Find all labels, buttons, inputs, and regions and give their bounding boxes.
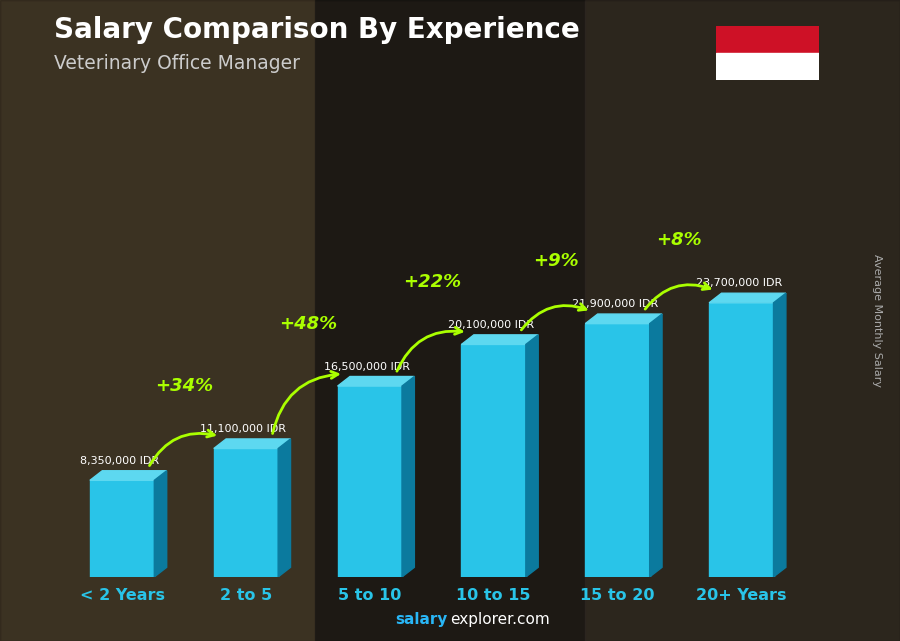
Polygon shape (90, 470, 166, 480)
Bar (462, 344, 526, 577)
Polygon shape (462, 335, 538, 344)
Bar (214, 449, 278, 577)
Text: +9%: +9% (533, 252, 579, 271)
Text: 21,900,000 IDR: 21,900,000 IDR (572, 299, 658, 309)
Bar (585, 324, 650, 577)
Text: Salary Comparison By Experience: Salary Comparison By Experience (54, 16, 580, 44)
Polygon shape (278, 439, 291, 577)
Text: Veterinary Office Manager: Veterinary Office Manager (54, 54, 300, 74)
Polygon shape (526, 335, 538, 577)
Bar (716, 53, 819, 80)
Text: 23,700,000 IDR: 23,700,000 IDR (696, 278, 782, 288)
Polygon shape (773, 293, 786, 577)
Text: Average Monthly Salary: Average Monthly Salary (872, 254, 883, 387)
Polygon shape (650, 314, 662, 577)
Text: +8%: +8% (657, 231, 702, 249)
Bar (585, 0, 900, 641)
Bar (0, 0, 315, 641)
Text: 20,100,000 IDR: 20,100,000 IDR (448, 320, 535, 330)
Bar (315, 0, 585, 641)
Text: salary: salary (395, 612, 447, 627)
Polygon shape (709, 293, 786, 303)
Bar (709, 303, 773, 577)
Polygon shape (214, 439, 291, 449)
Text: +48%: +48% (279, 315, 337, 333)
Text: +34%: +34% (155, 377, 213, 395)
Bar (90, 480, 154, 577)
Bar (716, 26, 819, 53)
Polygon shape (585, 314, 662, 324)
Polygon shape (154, 470, 166, 577)
Text: +22%: +22% (402, 273, 461, 291)
Text: 8,350,000 IDR: 8,350,000 IDR (80, 456, 159, 466)
Polygon shape (338, 376, 414, 386)
Bar (338, 386, 402, 577)
Text: 16,500,000 IDR: 16,500,000 IDR (324, 362, 410, 372)
Text: 11,100,000 IDR: 11,100,000 IDR (201, 424, 286, 434)
Text: explorer.com: explorer.com (450, 612, 550, 627)
Polygon shape (402, 376, 414, 577)
